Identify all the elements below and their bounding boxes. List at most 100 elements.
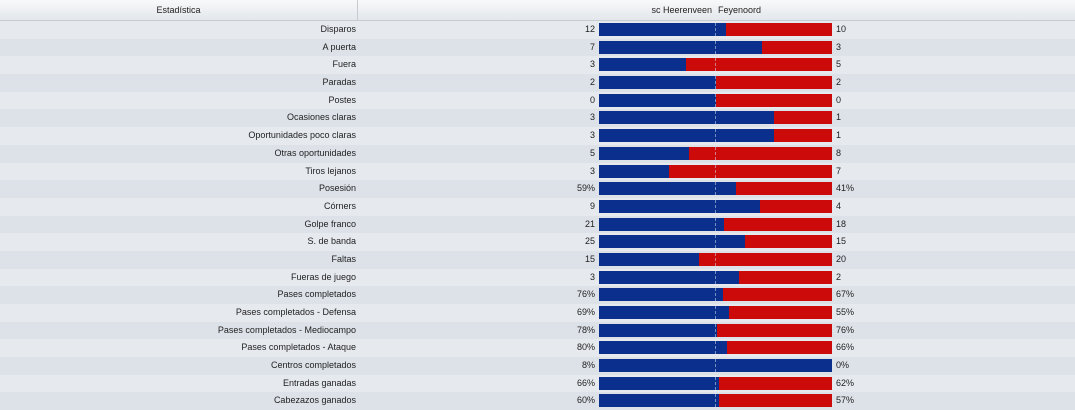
- bar-midline: [715, 288, 716, 302]
- away-value: 18: [836, 218, 847, 229]
- stat-row: A puerta 7 3: [0, 38, 1075, 57]
- home-bar-fill: [599, 93, 716, 107]
- stat-row: Ocasiones claras 3 1: [0, 109, 1075, 128]
- comparison-bar: [599, 76, 832, 90]
- bar-midline: [715, 252, 716, 266]
- home-value: 3: [589, 130, 595, 141]
- away-value: 62%: [836, 377, 855, 388]
- stat-row: Postes 0 0: [0, 92, 1075, 110]
- away-value: 57%: [836, 395, 855, 406]
- stat-label: Postes: [328, 94, 356, 105]
- bar-midline: [715, 182, 716, 196]
- home-value: 3: [589, 271, 595, 282]
- stat-label: Disparos: [320, 24, 356, 34]
- home-value: 3: [589, 112, 595, 123]
- away-value: 67%: [836, 289, 855, 300]
- bar-midline: [715, 164, 716, 178]
- stat-label: Pases completados - Mediocampo: [217, 324, 356, 335]
- comparison-bar: [599, 23, 832, 36]
- bar-midline: [715, 341, 716, 355]
- home-value: 25: [584, 236, 595, 247]
- stat-label: A puerta: [322, 41, 356, 52]
- away-value: 0: [836, 94, 842, 105]
- home-bar-fill: [599, 76, 716, 90]
- away-team-header: Feyenoord: [718, 5, 762, 15]
- stat-label: Centros completados: [270, 360, 356, 371]
- home-bar-fill: [599, 58, 687, 72]
- bar-midline: [715, 58, 716, 72]
- bar-midline: [715, 394, 716, 408]
- home-value: 15: [584, 253, 595, 264]
- stat-label: Córners: [323, 200, 356, 211]
- stat-row: Pases completados 76% 67%: [0, 286, 1075, 304]
- stat-label: Fuera: [332, 59, 356, 70]
- home-value: 78%: [576, 324, 595, 335]
- stat-row: Oportunidades poco claras 3 1: [0, 127, 1075, 145]
- stat-label: Golpe franco: [304, 218, 356, 229]
- stat-row: Centros completados 8% 0%: [0, 357, 1075, 375]
- home-bar-fill: [599, 182, 737, 196]
- away-value: 10: [836, 24, 847, 34]
- comparison-bar: [599, 341, 832, 355]
- stat-label: Otras oportunidades: [274, 147, 356, 158]
- home-bar-fill: [599, 376, 720, 390]
- stat-row: Pases completados - Ataque 80% 66%: [0, 339, 1075, 357]
- bar-midline: [715, 40, 716, 54]
- stat-row: Fuera 3 5: [0, 56, 1075, 74]
- home-value: 59%: [576, 183, 595, 194]
- home-bar-fill: [599, 288, 723, 302]
- stat-row: Pases completados - Mediocampo 78% 76%: [0, 321, 1075, 340]
- stat-label: Tiros lejanos: [305, 165, 356, 176]
- stat-label: S. de banda: [307, 236, 356, 247]
- stat-label: Entradas ganadas: [282, 377, 356, 388]
- away-value: 1: [836, 130, 842, 141]
- bar-midline: [715, 235, 716, 249]
- away-value: 7: [836, 165, 842, 176]
- bar-midline: [715, 23, 716, 36]
- away-value: 41%: [836, 183, 855, 194]
- stat-row: Tiros lejanos 3 7: [0, 163, 1075, 181]
- bar-midline: [715, 129, 716, 143]
- stat-label: Pases completados - Ataque: [241, 342, 356, 353]
- comparison-bar: [599, 376, 832, 390]
- bar-midline: [715, 359, 716, 373]
- stat-row: Golpe franco 21 18: [0, 215, 1075, 234]
- away-value: 1: [836, 112, 842, 123]
- home-value: 3: [589, 59, 595, 70]
- bar-midline: [715, 376, 716, 390]
- bar-midline: [715, 199, 716, 213]
- away-value: 20: [836, 253, 847, 264]
- home-value: 66%: [576, 377, 595, 388]
- bar-midline: [715, 146, 716, 160]
- stat-row: Entradas ganadas 66% 62%: [0, 375, 1075, 393]
- home-bar-fill: [599, 341, 727, 355]
- home-value: 80%: [576, 342, 595, 353]
- stat-row: Otras oportunidades 5 8: [0, 144, 1075, 163]
- home-bar-fill: [599, 164, 669, 178]
- home-value: 21: [584, 218, 595, 229]
- comparison-bar: [599, 40, 832, 54]
- away-value: 5: [836, 59, 842, 70]
- comparison-bar: [599, 323, 832, 337]
- comparison-bar: [599, 359, 832, 373]
- comparison-bar: [599, 199, 832, 213]
- away-value: 4: [836, 200, 842, 211]
- bar-midline: [715, 93, 716, 107]
- comparison-bar: [599, 93, 832, 107]
- comparison-bar: [599, 146, 832, 160]
- stat-row: Pases completados - Defensa 69% 55%: [0, 304, 1075, 322]
- home-value: 12: [584, 24, 595, 34]
- comparison-bar: [599, 394, 832, 408]
- home-bar-fill: [599, 252, 699, 266]
- home-bar-fill: [599, 323, 717, 337]
- bar-midline: [715, 76, 716, 90]
- home-value: 76%: [576, 289, 595, 300]
- stat-row: Paradas 2 2: [0, 74, 1075, 92]
- home-bar-fill: [599, 40, 763, 54]
- home-bar-fill: [599, 146, 689, 160]
- bar-midline: [715, 270, 716, 284]
- home-value: 8%: [581, 360, 595, 371]
- home-bar-fill: [599, 23, 726, 36]
- stat-column-header[interactable]: Estadística: [0, 0, 358, 20]
- away-value: 3: [836, 41, 842, 52]
